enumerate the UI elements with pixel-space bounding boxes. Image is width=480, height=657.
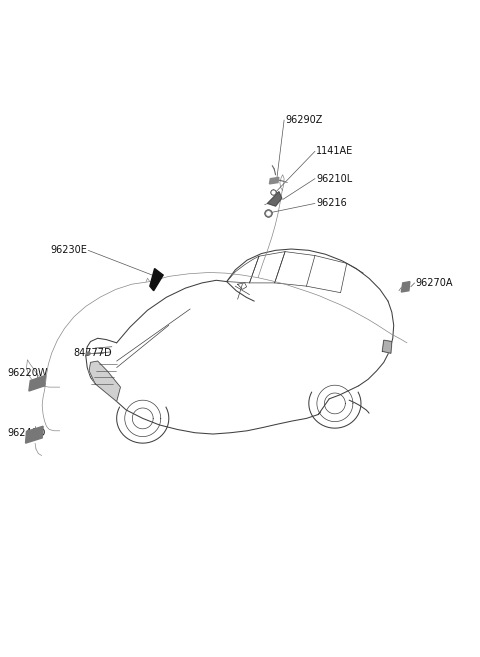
Polygon shape bbox=[25, 426, 43, 443]
Polygon shape bbox=[383, 340, 392, 353]
Text: 96230E: 96230E bbox=[50, 245, 87, 256]
Text: 96240D: 96240D bbox=[8, 428, 46, 438]
Polygon shape bbox=[89, 361, 120, 401]
Text: 96210L: 96210L bbox=[316, 173, 352, 184]
Polygon shape bbox=[269, 177, 279, 184]
Text: 96216: 96216 bbox=[316, 198, 347, 208]
Polygon shape bbox=[267, 192, 282, 206]
Polygon shape bbox=[29, 375, 46, 391]
Polygon shape bbox=[401, 282, 410, 292]
Text: 1141AE: 1141AE bbox=[316, 147, 353, 156]
Text: 96270A: 96270A bbox=[416, 278, 453, 288]
Polygon shape bbox=[150, 269, 163, 290]
Text: 84777D: 84777D bbox=[73, 348, 112, 358]
Text: 96220W: 96220W bbox=[8, 368, 48, 378]
Text: 96290Z: 96290Z bbox=[285, 115, 323, 125]
